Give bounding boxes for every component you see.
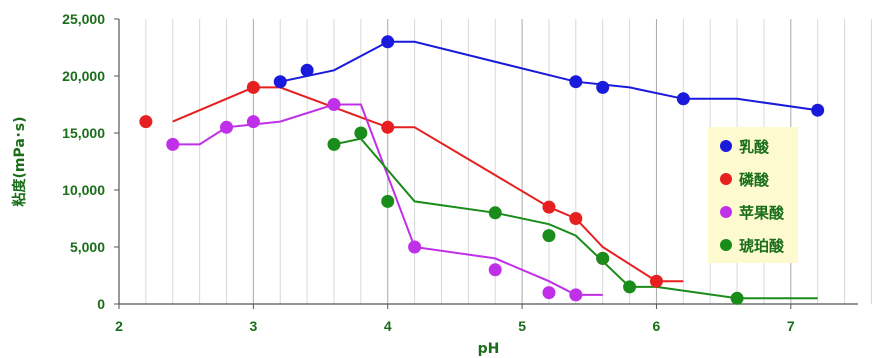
data-point: [408, 240, 422, 254]
data-point: [596, 80, 610, 94]
data-point: [623, 280, 637, 294]
data-point: [569, 75, 583, 89]
data-point: [246, 115, 260, 129]
x-axis-title: pH: [478, 341, 500, 357]
data-point: [488, 263, 502, 277]
legend-marker: [720, 173, 732, 185]
y-tick-labels: 0 5,000 10,000 15,000 20,000 25,000: [62, 11, 105, 312]
legend-marker: [720, 206, 732, 218]
legend-label: 琥珀酸: [739, 237, 785, 255]
y-tick-label: 10,000: [62, 182, 105, 198]
x-tick-label: 6: [653, 318, 661, 334]
series-points: [139, 35, 825, 305]
x-tick-label: 3: [249, 318, 257, 334]
data-point: [596, 251, 610, 265]
data-point: [730, 291, 744, 305]
legend-marker: [720, 239, 732, 251]
data-point: [542, 286, 556, 300]
data-point: [327, 98, 341, 111]
data-point: [381, 35, 395, 49]
y-tick-label: 20,000: [62, 68, 105, 84]
x-tick-label: 5: [518, 318, 526, 334]
data-point: [381, 194, 395, 208]
data-point: [300, 63, 314, 77]
data-point: [354, 126, 368, 140]
y-tick-label: 25,000: [62, 11, 105, 27]
legend-label: 乳酸: [739, 138, 770, 156]
series-line-2: [172, 103, 603, 296]
legend-marker: [720, 140, 732, 152]
x-tick-label: 7: [787, 318, 795, 334]
data-point: [219, 120, 233, 134]
data-point: [649, 274, 663, 288]
data-point: [139, 115, 153, 129]
y-tick-label: 5,000: [70, 239, 105, 255]
data-point: [273, 75, 287, 89]
data-point: [542, 200, 556, 214]
data-point: [569, 288, 583, 302]
data-point: [381, 120, 395, 134]
y-tick-label: 15,000: [62, 125, 105, 141]
data-point: [542, 229, 556, 243]
data-point: [166, 137, 180, 151]
data-point: [246, 80, 260, 94]
data-point: [327, 137, 341, 151]
data-point: [488, 206, 502, 220]
data-point: [569, 212, 583, 225]
series-line-3: [333, 137, 818, 300]
y-tick-label: 0: [97, 296, 105, 312]
x-tick-label: 4: [384, 318, 392, 334]
y-axis-title: 粘度(mPa･s): [11, 116, 28, 206]
legend-label: 磷酸: [739, 171, 770, 189]
x-tick-label: 2: [115, 318, 123, 334]
series-line-1: [172, 86, 684, 283]
legend-label: 苹果酸: [739, 204, 785, 222]
data-point: [811, 103, 825, 117]
x-tick-labels: 2 3 4 5 6 7: [115, 318, 795, 334]
data-point: [676, 92, 690, 106]
